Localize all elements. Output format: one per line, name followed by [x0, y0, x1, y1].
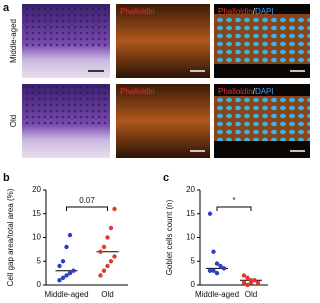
panel-label: b — [3, 172, 10, 184]
data-point — [64, 273, 69, 278]
data-point — [64, 244, 69, 250]
panel-label: a — [3, 2, 10, 14]
data-point — [67, 270, 73, 276]
data-point — [207, 268, 213, 273]
data-point — [98, 249, 103, 254]
data-point — [112, 206, 117, 212]
annotation: * — [232, 196, 235, 205]
y-axis-label: Cell gap area/total area (%) — [6, 188, 15, 286]
data-point — [57, 278, 62, 283]
data-point — [214, 270, 220, 276]
data-point — [71, 268, 76, 273]
data-point — [105, 235, 110, 240]
merge-label: Phalloidin/DAPI — [218, 7, 274, 16]
data-point — [241, 280, 247, 285]
sep: / — [253, 87, 256, 96]
stain-label: Phalloidin — [120, 87, 155, 96]
data-point — [60, 275, 66, 281]
y-tick-label: 5 — [191, 256, 196, 265]
stain: Phalloidin — [218, 7, 253, 16]
data-point — [211, 268, 216, 273]
significance-bracket — [216, 206, 252, 211]
row-label: Old — [9, 115, 18, 127]
data-point — [211, 249, 216, 254]
y-tick-label: 10 — [186, 233, 195, 242]
y-tick-label: 10 — [32, 233, 41, 242]
y-tick-label: 0 — [191, 280, 196, 289]
data-point — [57, 263, 62, 269]
stain: DAPI — [255, 87, 274, 96]
data-point — [207, 211, 213, 216]
stain-label: Phalloidin — [120, 7, 155, 16]
y-tick-label: 20 — [186, 185, 195, 194]
stain: Phalloidin — [218, 87, 253, 96]
sep: / — [253, 7, 256, 16]
data-point — [67, 232, 73, 238]
merge-label: Phalloidin/DAPI — [218, 87, 274, 96]
row-label: Middle-aged — [9, 19, 18, 63]
y-tick-label: 5 — [37, 256, 42, 265]
data-point — [218, 263, 223, 269]
data-point — [245, 275, 250, 281]
stain: DAPI — [255, 7, 274, 16]
y-tick-label: 15 — [32, 209, 41, 218]
data-point — [108, 225, 114, 231]
annotation: 0.07 — [79, 196, 95, 205]
micrographs — [22, 4, 310, 158]
data-point — [241, 273, 247, 278]
data-point — [221, 266, 227, 271]
data-point — [101, 244, 107, 250]
data-point — [112, 254, 117, 259]
data-point — [255, 280, 261, 285]
data-point — [98, 273, 103, 278]
x-tick-label: Old — [245, 290, 257, 299]
data-point — [245, 282, 250, 288]
figure: a Middle-aged Old Phalloidin Phalloidin … — [3, 2, 310, 299]
significance-bracket — [66, 206, 108, 211]
data-point — [108, 259, 114, 264]
data-point — [105, 263, 110, 269]
data-point — [252, 278, 257, 283]
data-point — [60, 259, 66, 264]
panel-label: c — [163, 172, 169, 184]
x-tick-label: Middle-aged — [44, 290, 88, 299]
x-tick-label: Old — [101, 290, 113, 299]
y-tick-label: 0 — [37, 280, 42, 289]
y-tick-label: 15 — [186, 209, 195, 218]
data-point — [214, 261, 220, 266]
y-tick-label: 20 — [32, 185, 41, 194]
y-axis-label: Goblet cells count (n) — [165, 199, 174, 275]
data-point — [101, 268, 107, 273]
x-tick-label: Middle-aged — [195, 290, 239, 299]
data-point — [248, 280, 254, 285]
